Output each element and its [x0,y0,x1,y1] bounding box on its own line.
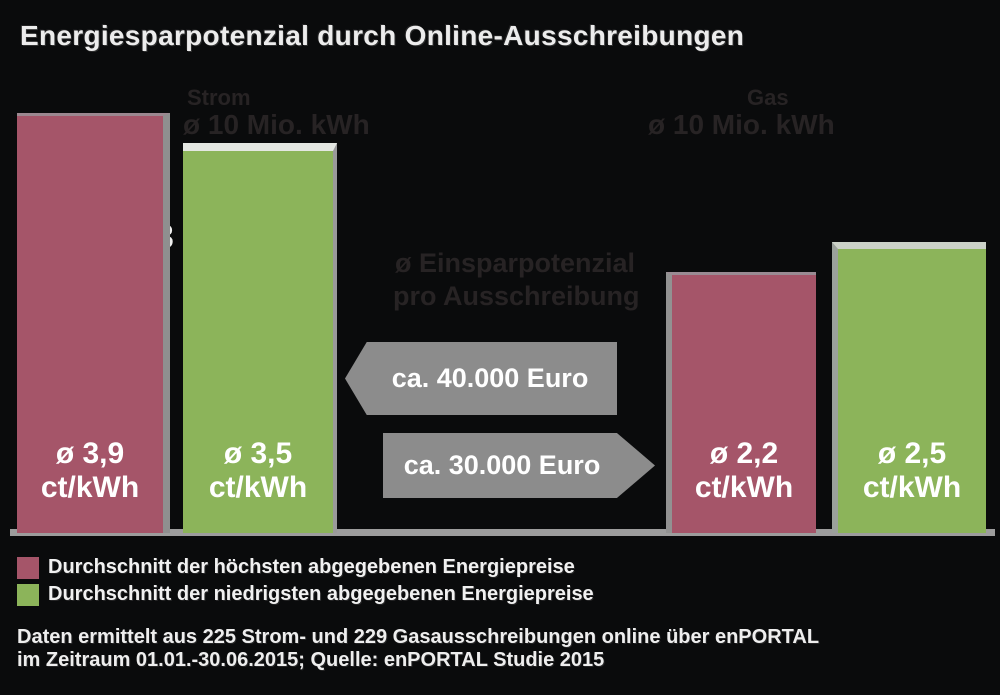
faded-strom-subheading: ø 10 Mio. kWh [183,109,370,140]
savings-amount-gas: ca. 30.000 Euro [403,450,601,480]
faded-savings-caption-line2: pro Ausschreibung [393,281,640,311]
faded-gas-subheading: ø 10 Mio. kWh [648,109,835,140]
bar-strom-highest-price: ø 3,9 ct/kWh [17,113,170,533]
bar-gas-highest-price: ø 2,2 ct/kWh [666,272,816,533]
bar-value-label: ø 2,2 ct/kWh [694,437,794,504]
legend-label: Durchschnitt der niedrigsten abgegebenen… [48,583,594,605]
bar-value-label: ø 2,5 ct/kWh [862,437,962,504]
faded-strom-heading: Strom [187,85,251,110]
bar-strom-lowest-price: ø 3,5 ct/kWh [183,143,337,533]
savings-arrow-right-gas: ca. 30.000 Euro [383,433,655,498]
legend-item-highest-prices: Durchschnitt der höchsten abgegebenen En… [17,556,575,579]
savings-amount-strom: ca. 40.000 Euro [391,363,589,393]
faded-gas-heading: Gas [747,85,789,110]
legend-item-lowest-prices: Durchschnitt der niedrigsten abgegebenen… [17,583,594,606]
savings-arrow-left-strom: ca. 40.000 Euro [345,342,617,415]
bar-gas-lowest-price: ø 2,5 ct/kWh [832,242,986,533]
legend-swatch-green [17,583,39,606]
bar-value-label: ø 3,5 ct/kWh [208,437,308,504]
bar-value-label: ø 3,9 ct/kWh [40,437,140,504]
faded-savings-caption-line1: ø Einsparpotenzial [395,248,636,278]
source-note-line1: Daten ermittelt aus 225 Strom- und 229 G… [17,626,820,648]
legend-label: Durchschnitt der höchsten abgegebenen En… [48,556,575,578]
page-title: Energiesparpotenzial durch Online-Aussch… [20,20,745,51]
source-note-line2: im Zeitraum 01.01.-30.06.2015; Quelle: e… [17,649,605,671]
chart-baseline [10,529,995,536]
legend-swatch-pink [17,556,39,579]
